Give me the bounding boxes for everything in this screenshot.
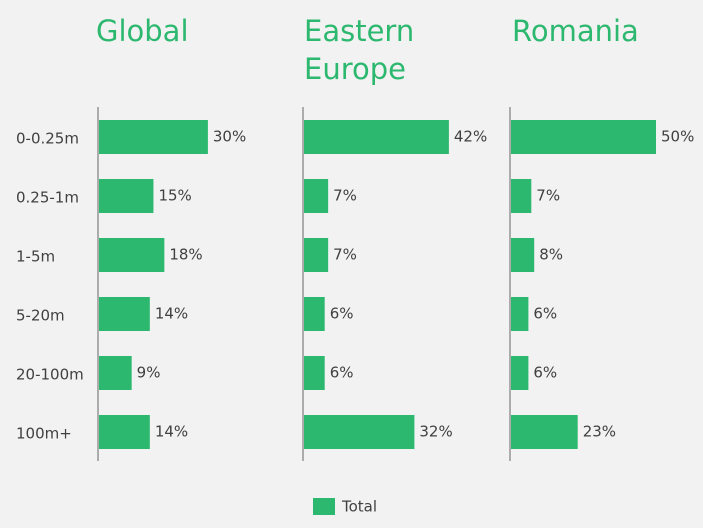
bar — [511, 415, 578, 449]
value-label: 50% — [661, 128, 694, 146]
chart-title: Eastern Europe — [304, 14, 415, 86]
bar — [304, 297, 325, 331]
bar — [99, 120, 208, 154]
category-label: 5-20m — [16, 307, 65, 325]
bar — [99, 415, 150, 449]
bar — [304, 238, 329, 272]
bar — [304, 179, 329, 213]
value-label: 6% — [330, 305, 354, 323]
value-label: 6% — [533, 305, 557, 323]
bar — [99, 238, 165, 272]
value-label: 42% — [454, 128, 487, 146]
legend-swatch — [313, 498, 335, 515]
bar — [511, 356, 529, 390]
value-label: 30% — [213, 128, 246, 146]
bar — [99, 179, 154, 213]
legend-label: Total — [341, 498, 377, 516]
bar — [304, 415, 415, 449]
category-label: 0.25-1m — [16, 189, 79, 207]
value-label: 7% — [333, 246, 357, 264]
value-label: 18% — [169, 246, 202, 264]
chart-title: Global — [96, 14, 189, 48]
chart-title: Romania — [512, 14, 639, 48]
value-label: 7% — [536, 187, 560, 205]
category-label: 0-0.25m — [16, 130, 79, 148]
bar — [99, 297, 150, 331]
value-label: 7% — [333, 187, 357, 205]
bar — [511, 120, 656, 154]
value-label: 23% — [583, 423, 616, 441]
bar — [511, 238, 535, 272]
category-label: 1-5m — [16, 248, 55, 266]
category-label: 100m+ — [16, 425, 72, 443]
bar — [304, 356, 325, 390]
value-label: 8% — [539, 246, 563, 264]
bar — [511, 179, 532, 213]
category-label: 20-100m — [16, 366, 84, 384]
bar — [511, 297, 529, 331]
bar — [304, 120, 449, 154]
bar — [99, 356, 132, 390]
value-label: 32% — [419, 423, 452, 441]
value-label: 14% — [155, 423, 188, 441]
value-label: 9% — [137, 364, 161, 382]
value-label: 14% — [155, 305, 188, 323]
value-label: 6% — [330, 364, 354, 382]
value-label: 15% — [158, 187, 191, 205]
value-label: 6% — [533, 364, 557, 382]
